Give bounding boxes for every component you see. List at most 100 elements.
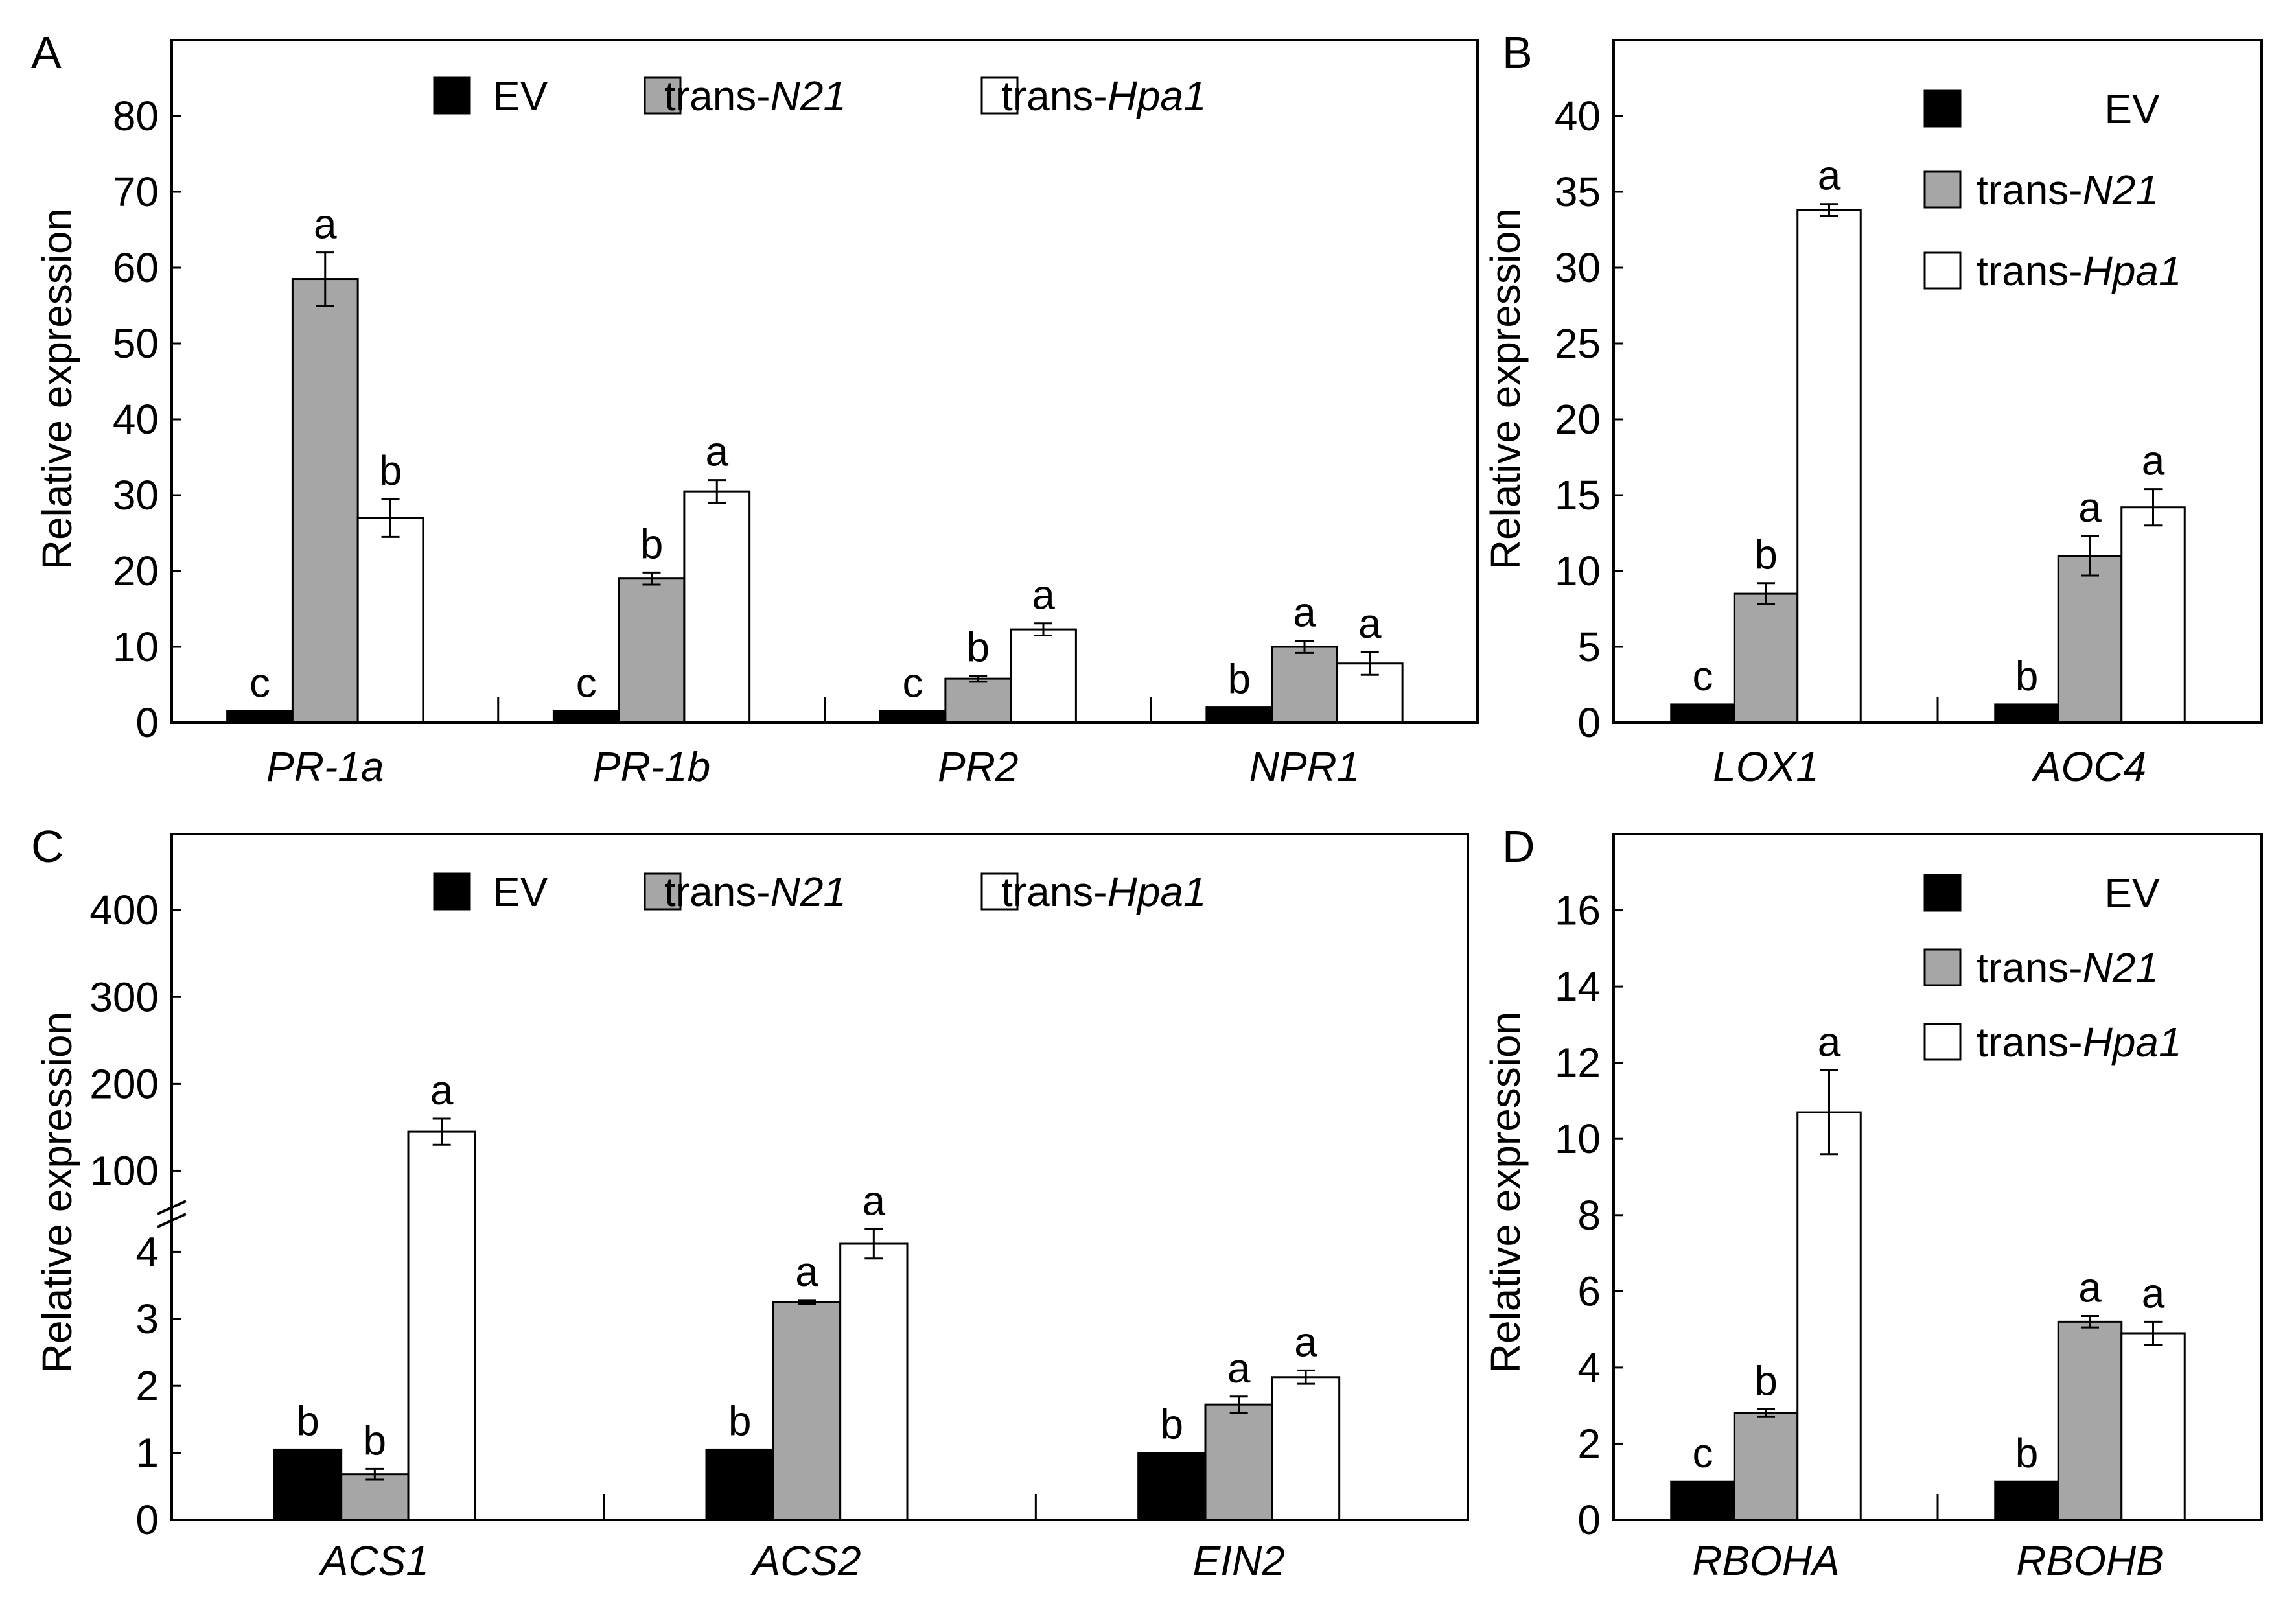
legend-label: trans-Hpa1 [1001, 868, 1207, 915]
y-tick-label: 35 [1555, 169, 1601, 215]
significance-letter: a [1032, 572, 1055, 618]
significance-letter: c [1693, 653, 1713, 699]
legend-label: trans-N21 [664, 868, 846, 915]
plot-frame [170, 39, 1479, 724]
significance-letter: a [314, 201, 337, 248]
y-tick-label: 100 [89, 1147, 159, 1194]
legend-swatch [980, 872, 1019, 911]
y-tick-label: 40 [113, 396, 159, 443]
significance-letter: b [1161, 1401, 1184, 1448]
significance-letter: a [863, 1177, 886, 1224]
legend-text-prefix: EV [2104, 86, 2160, 132]
bar [879, 710, 947, 724]
significance-letter: b [1227, 656, 1251, 703]
legend-label: EV [2104, 870, 2160, 916]
legend-text-italic: N21 [771, 73, 846, 119]
bar [1733, 1412, 1799, 1521]
legend-label: EV [493, 73, 548, 119]
legend-text-prefix: trans- [1001, 73, 1107, 119]
significance-letter: c [576, 659, 597, 706]
y-tick-label: 50 [113, 320, 159, 367]
bar [552, 710, 620, 724]
y-tick-label: 14 [1555, 963, 1601, 1010]
x-tick-label: AOC4 [2031, 743, 2146, 790]
y-tick-label: 12 [1555, 1040, 1601, 1086]
significance-letter: b [2015, 1430, 2039, 1476]
y-tick-label: 16 [1555, 887, 1601, 934]
y-tick-label: 8 [1577, 1192, 1601, 1239]
legend-text-prefix: trans- [664, 73, 771, 119]
significance-letter: b [728, 1397, 752, 1444]
significance-letter: b [966, 624, 990, 670]
bar [273, 1448, 343, 1521]
bar [2057, 555, 2123, 724]
significance-letter: b [296, 1397, 319, 1444]
y-tick-label: 2 [1577, 1420, 1601, 1467]
legend-swatch [1923, 251, 1962, 290]
legend-label: trans-N21 [1977, 944, 2159, 991]
y-axis-label: Relative expression [1482, 1012, 1529, 1374]
y-tick-label: 2 [135, 1362, 159, 1409]
legend-text-prefix: EV [493, 73, 548, 119]
x-tick-label: RBOHB [2016, 1537, 2164, 1584]
legend-swatch [1923, 89, 1962, 128]
bar [1994, 1480, 2059, 1521]
y-tick-label: 1 [135, 1430, 159, 1476]
legend-swatch [433, 872, 471, 911]
bar [772, 1301, 842, 1521]
y-tick-label: 400 [89, 887, 159, 933]
significance-letter: a [2078, 484, 2102, 531]
bar [705, 1448, 774, 1521]
bar [2120, 506, 2186, 724]
legend-text-italic: Hpa1 [2083, 248, 2182, 294]
x-tick-label: PR2 [938, 743, 1019, 790]
legend-text-prefix: trans- [664, 868, 771, 915]
legend-swatch [980, 76, 1019, 115]
y-tick-label: 0 [1577, 1497, 1601, 1543]
bar [2057, 1320, 2123, 1521]
bar [618, 577, 686, 724]
significance-letter: a [1818, 152, 1841, 199]
significance-letter: a [2078, 1265, 2102, 1311]
bar [1204, 1403, 1273, 1521]
x-tick-label: RBOHA [1692, 1537, 1840, 1584]
bar [683, 490, 751, 724]
legend-label: EV [2104, 86, 2160, 132]
legend-text-italic: N21 [2083, 944, 2159, 991]
bar [1994, 703, 2059, 724]
panel-label: B [1502, 27, 1533, 78]
bar [1670, 1480, 1735, 1521]
significance-letter: b [364, 1417, 387, 1463]
legend-swatch [644, 76, 682, 115]
x-tick-label: ACS2 [750, 1537, 861, 1584]
bar [1137, 1452, 1207, 1521]
y-tick-label: 60 [113, 244, 159, 291]
y-tick-label: 5 [1577, 624, 1601, 670]
panel-label: D [1502, 821, 1535, 872]
y-tick-label: 20 [113, 548, 159, 594]
y-tick-label: 4 [1577, 1344, 1601, 1391]
y-tick-label: 20 [1555, 396, 1601, 443]
x-tick-label: NPR1 [1249, 743, 1360, 790]
panel-label: C [31, 821, 64, 872]
y-tick-label: 25 [1555, 320, 1601, 367]
legend-text-italic: N21 [771, 868, 846, 915]
legend-label: trans-Hpa1 [1977, 248, 2182, 294]
legend-label: trans-Hpa1 [1977, 1019, 2182, 1066]
y-tick-label: 10 [113, 624, 159, 670]
y-axis-label: Relative expression [34, 1012, 80, 1374]
legend-swatch [1923, 874, 1962, 912]
legend: EV trans-N21 trans-Hpa1 [1923, 870, 2182, 1066]
bar [1205, 706, 1273, 724]
legend-swatch [1923, 948, 1962, 986]
legend-text-prefix: trans- [1977, 167, 2083, 213]
x-tick-label: EIN2 [1193, 1537, 1285, 1584]
y-tick-label: 70 [113, 169, 159, 215]
